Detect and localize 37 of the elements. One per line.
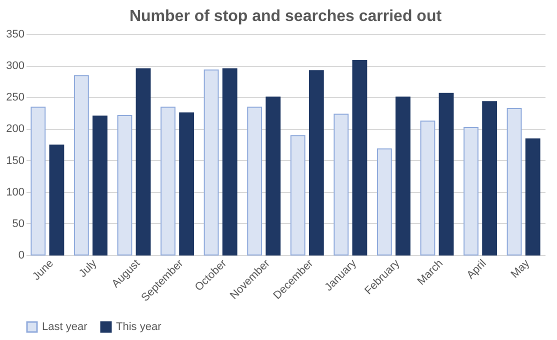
legend-label: This year — [116, 321, 162, 333]
bar — [525, 138, 540, 256]
bar — [204, 69, 219, 256]
bar — [92, 116, 108, 256]
bar — [438, 92, 454, 256]
bar — [247, 106, 262, 256]
bar — [74, 75, 89, 256]
bar — [160, 106, 176, 256]
bar — [420, 120, 436, 256]
bar — [352, 60, 368, 256]
bar — [482, 101, 498, 256]
bar — [266, 96, 281, 256]
bar — [334, 114, 349, 256]
y-tick-label: 0 — [18, 250, 24, 262]
chart-title: Number of stop and searches carried out — [129, 8, 442, 25]
bar — [396, 96, 410, 256]
y-tick-label: 300 — [6, 60, 24, 72]
bar — [179, 112, 194, 256]
legend-label: Last year — [42, 321, 88, 333]
bar — [290, 135, 306, 256]
bar — [464, 126, 478, 256]
x-tick-label: May — [508, 257, 532, 281]
bar — [222, 68, 238, 256]
bar — [30, 106, 46, 256]
bar — [117, 114, 132, 256]
bar — [308, 70, 324, 256]
y-tick-label: 50 — [12, 218, 24, 230]
y-tick-label: 250 — [6, 92, 24, 104]
bar — [136, 68, 151, 256]
bar — [49, 144, 64, 256]
bar — [506, 108, 522, 256]
y-tick-label: 150 — [6, 154, 24, 167]
x-tick-label: July — [76, 257, 100, 280]
y-tick-label: 100 — [6, 186, 24, 198]
y-tick-label: 200 — [6, 123, 24, 136]
bar — [376, 148, 392, 256]
y-tick-label: 350 — [6, 28, 24, 40]
